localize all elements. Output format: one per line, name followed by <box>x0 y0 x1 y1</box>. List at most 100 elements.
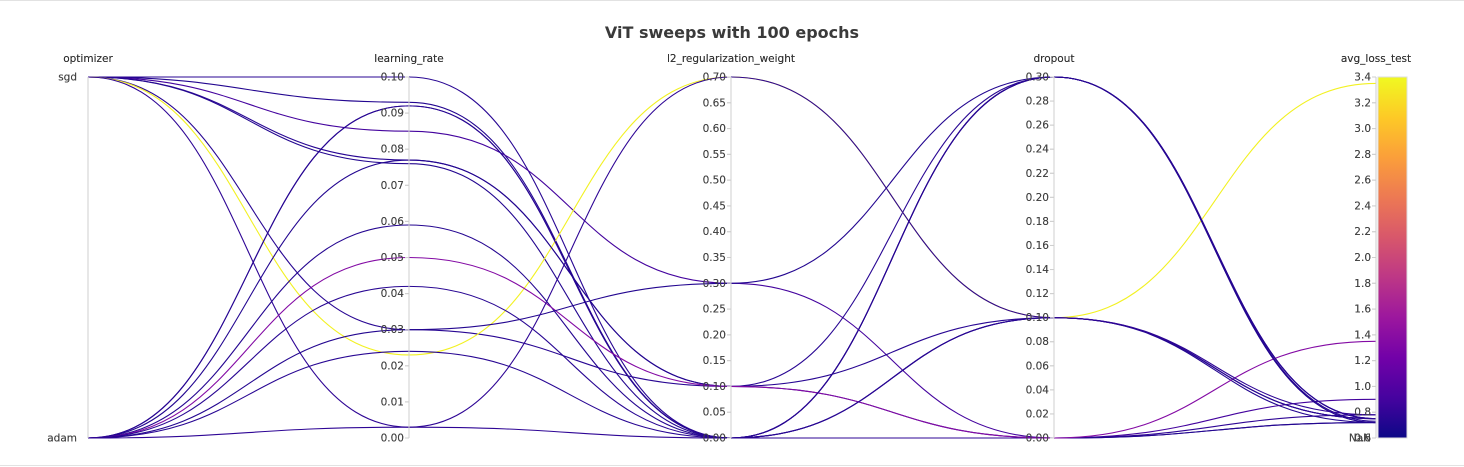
tick-label: 1.4 <box>1354 329 1371 341</box>
tick-label: 0.15 <box>703 355 726 367</box>
tick-label: 2.8 <box>1354 149 1371 161</box>
tick-label: 0.28 <box>1026 96 1049 108</box>
tick-label: 0.15 <box>703 355 726 367</box>
axis-label-l2_regularization_weight: l2_regularization_weight <box>667 53 795 65</box>
run-line-4 <box>87 76 1377 420</box>
axis-label-l2_regularization_weight: l2_regularization_weight <box>667 53 795 65</box>
tick-label: 0.10 <box>1026 312 1049 324</box>
tick-label-adam: adam <box>47 433 77 445</box>
axis-label-dropout: dropout <box>1033 53 1074 65</box>
tick-label: 0.20 <box>1026 192 1049 204</box>
run-lines <box>87 76 1377 439</box>
tick-label: 0.02 <box>381 360 404 372</box>
tick-label: 1.2 <box>1354 355 1371 367</box>
tick-label: 0.16 <box>1026 240 1050 252</box>
tick-label: 0.10 <box>703 381 726 393</box>
tick-label: 3.4 <box>1354 72 1371 84</box>
tick-label: 2.6 <box>1354 175 1371 187</box>
tick-label: 2.4 <box>1354 200 1371 212</box>
axis-label-learning_rate: learning_rate <box>374 53 443 65</box>
tick-label: 0.24 <box>1026 144 1050 156</box>
run-line-16 <box>87 76 1377 439</box>
tick-label: 0.08 <box>1026 336 1049 348</box>
tick-label: 1.4 <box>1354 329 1371 341</box>
tick-label: 0.08 <box>381 144 404 156</box>
tick-label: 0.00 <box>381 433 404 445</box>
run-line-13 <box>87 256 1377 439</box>
run-line-6 <box>87 76 1377 420</box>
run-line-5 <box>87 76 1377 439</box>
tick-label: 1.6 <box>1354 304 1371 316</box>
tick-label: 0.02 <box>381 360 404 372</box>
tick-label: 0.08 <box>1026 336 1049 348</box>
tick-label: 0.14 <box>1026 264 1050 276</box>
run-line-11 <box>87 159 1377 439</box>
tick-label: 0.55 <box>703 149 726 161</box>
tick-label: 0.01 <box>381 396 404 408</box>
tick-label: 0.12 <box>1026 288 1049 300</box>
tick-label: 0.06 <box>1026 360 1050 372</box>
tick-label: 0.00 <box>1026 433 1049 445</box>
tick-label: 2.4 <box>1354 200 1371 212</box>
tick-label: 0.24 <box>1026 144 1050 156</box>
tick-label: 2.2 <box>1354 226 1371 238</box>
tick-label-adam: adam <box>47 433 77 445</box>
run-line-9 <box>87 76 1377 439</box>
tick-label: 0.12 <box>1026 288 1049 300</box>
tick-label: 0.8 <box>1354 407 1371 419</box>
tick-label: 0.07 <box>381 180 404 192</box>
colorbar <box>1377 76 1408 439</box>
axis-label-learning_rate: learning_rate <box>374 53 443 65</box>
tick-label: 3.0 <box>1354 123 1371 135</box>
tick-label-sgd: sgd <box>58 72 77 84</box>
tick-label: 0.20 <box>703 329 726 341</box>
run-line-17 <box>87 76 1377 439</box>
tick-label: 0.8 <box>1354 407 1371 419</box>
run-line-8 <box>87 76 1377 439</box>
tick-label: 0.06 <box>381 216 405 228</box>
tick-label: 2.2 <box>1354 226 1371 238</box>
tick-label: 0.22 <box>1026 168 1049 180</box>
tick-label: 0.08 <box>381 144 404 156</box>
tick-label: 0.50 <box>703 175 726 187</box>
tick-label: 0.45 <box>703 200 726 212</box>
axes: optimizer sgd adam learning_rate 0.00 0.01 0.0… <box>47 53 1411 445</box>
tick-label: 0.02 <box>1026 408 1049 420</box>
tick-label: 0.18 <box>1026 216 1049 228</box>
tick-label: 0.06 <box>1026 360 1050 372</box>
tick-label-sgd: sgd <box>58 72 77 84</box>
tick-label: 0.60 <box>703 123 726 135</box>
tick-label: 0.20 <box>703 329 726 341</box>
tick-label: 0.28 <box>1026 96 1049 108</box>
tick-label: 0.65 <box>703 97 726 109</box>
tick-label: 0.05 <box>381 252 404 264</box>
tick-label: 0.04 <box>1026 384 1050 396</box>
tick-label: 0.40 <box>703 226 726 238</box>
run-line-15 <box>87 76 1377 439</box>
tick-label: 0.10 <box>703 381 726 393</box>
tick-label: 0.6 <box>1354 433 1371 445</box>
tick-label: 0.18 <box>1026 216 1049 228</box>
tick-label: 1.8 <box>1354 278 1371 290</box>
tick-label: 0.35 <box>703 252 726 264</box>
tick-label: 0.09 <box>381 108 404 120</box>
axis-label-optimizer: optimizer <box>63 53 113 65</box>
tick-label: 0.04 <box>1026 384 1050 396</box>
run-line-10 <box>87 105 1377 439</box>
tick-label: 0.22 <box>1026 168 1049 180</box>
tick-label: 0.55 <box>703 149 726 161</box>
tick-label: 0.07 <box>381 180 404 192</box>
tick-label: 2.6 <box>1354 175 1371 187</box>
run-line-2 <box>87 76 1377 439</box>
tick-label: 3.2 <box>1354 97 1371 109</box>
tick-label: 2.0 <box>1354 252 1371 264</box>
axes-overlay: optimizer sgd adam learning_rate 0.00 0.01 0.0… <box>47 53 1411 445</box>
tick-label: 1.8 <box>1354 278 1371 290</box>
tick-label: 0.40 <box>703 226 726 238</box>
tick-label-nan: NaN <box>1349 433 1371 445</box>
tick-label: 0.05 <box>703 407 726 419</box>
tick-label: 1.0 <box>1354 381 1371 393</box>
tick-label: 3.0 <box>1354 123 1371 135</box>
